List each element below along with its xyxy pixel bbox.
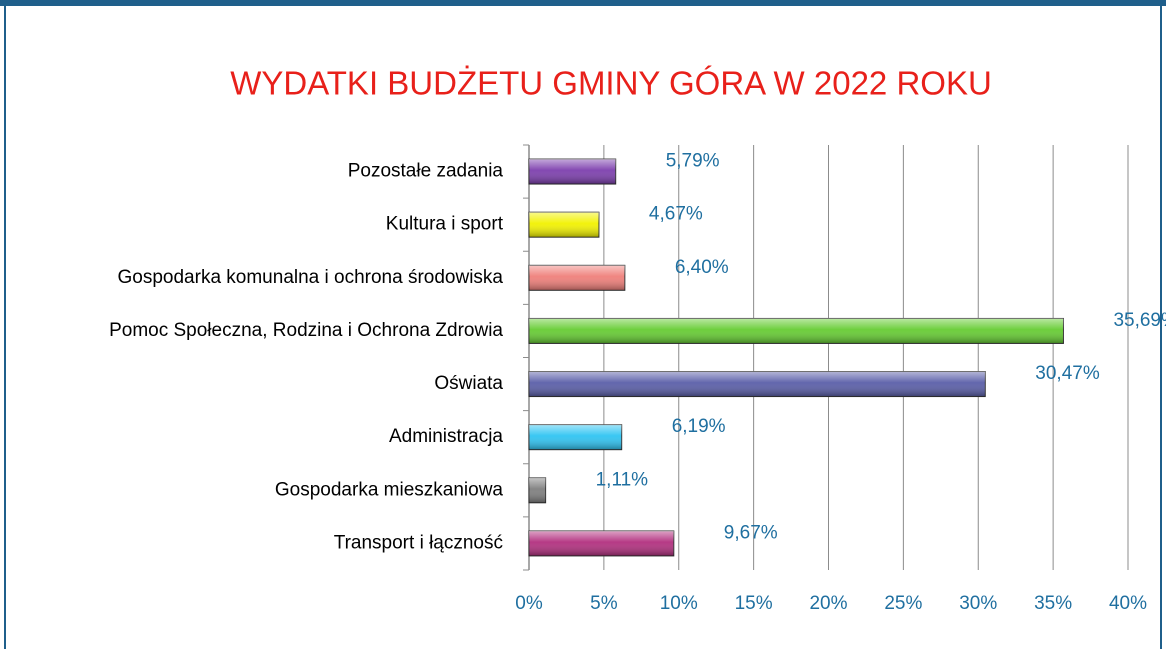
y-tick-label: Kultura i sport <box>386 214 504 235</box>
frame-top <box>0 0 1166 6</box>
frame-left <box>4 0 6 649</box>
y-tick-label: Administracja <box>389 426 503 447</box>
x-tick-label: 0% <box>515 593 543 614</box>
y-tick-label: Pomoc Społeczna, Rodzina i Ochrona Zdrow… <box>109 320 503 341</box>
data-label: 1,11% <box>596 469 649 490</box>
y-tick-label: Transport i łączność <box>334 532 503 553</box>
x-tick-label: 20% <box>809 593 847 614</box>
bar-shine <box>529 530 674 556</box>
y-tick-label: Gospodarka mieszkaniowa <box>275 479 504 500</box>
y-tick-label: Gospodarka komunalna i ochrona środowisk… <box>118 267 504 288</box>
bar-shine <box>529 159 616 185</box>
bar-shine <box>529 318 1064 344</box>
x-tick-label: 35% <box>1034 593 1072 614</box>
y-tick-label: Pozostałe zadania <box>348 161 504 182</box>
chart-title: WYDATKI BUDŻETU GMINY GÓRA W 2022 ROKU <box>230 65 992 102</box>
x-tick-label: 40% <box>1109 593 1147 614</box>
bar-shine <box>529 371 986 397</box>
data-label: 6,19% <box>672 416 726 437</box>
data-label: 4,67% <box>649 204 703 225</box>
bar-shine <box>529 424 622 450</box>
x-tick-label: 30% <box>959 593 997 614</box>
bar-shine <box>529 477 546 503</box>
x-tick-label: 10% <box>660 593 698 614</box>
x-tick-label: 25% <box>884 593 922 614</box>
data-label: 35,69% <box>1113 310 1166 331</box>
x-tick-label: 15% <box>735 593 773 614</box>
bar-shine <box>529 265 625 291</box>
bar-shine <box>529 212 599 238</box>
frame-right <box>1160 0 1162 649</box>
y-tick-label: Oświata <box>434 373 503 394</box>
data-label: 30,47% <box>1035 363 1100 384</box>
data-label: 9,67% <box>724 522 778 543</box>
data-label: 5,79% <box>666 151 720 172</box>
data-label: 6,40% <box>675 257 729 278</box>
x-tick-label: 5% <box>590 593 618 614</box>
